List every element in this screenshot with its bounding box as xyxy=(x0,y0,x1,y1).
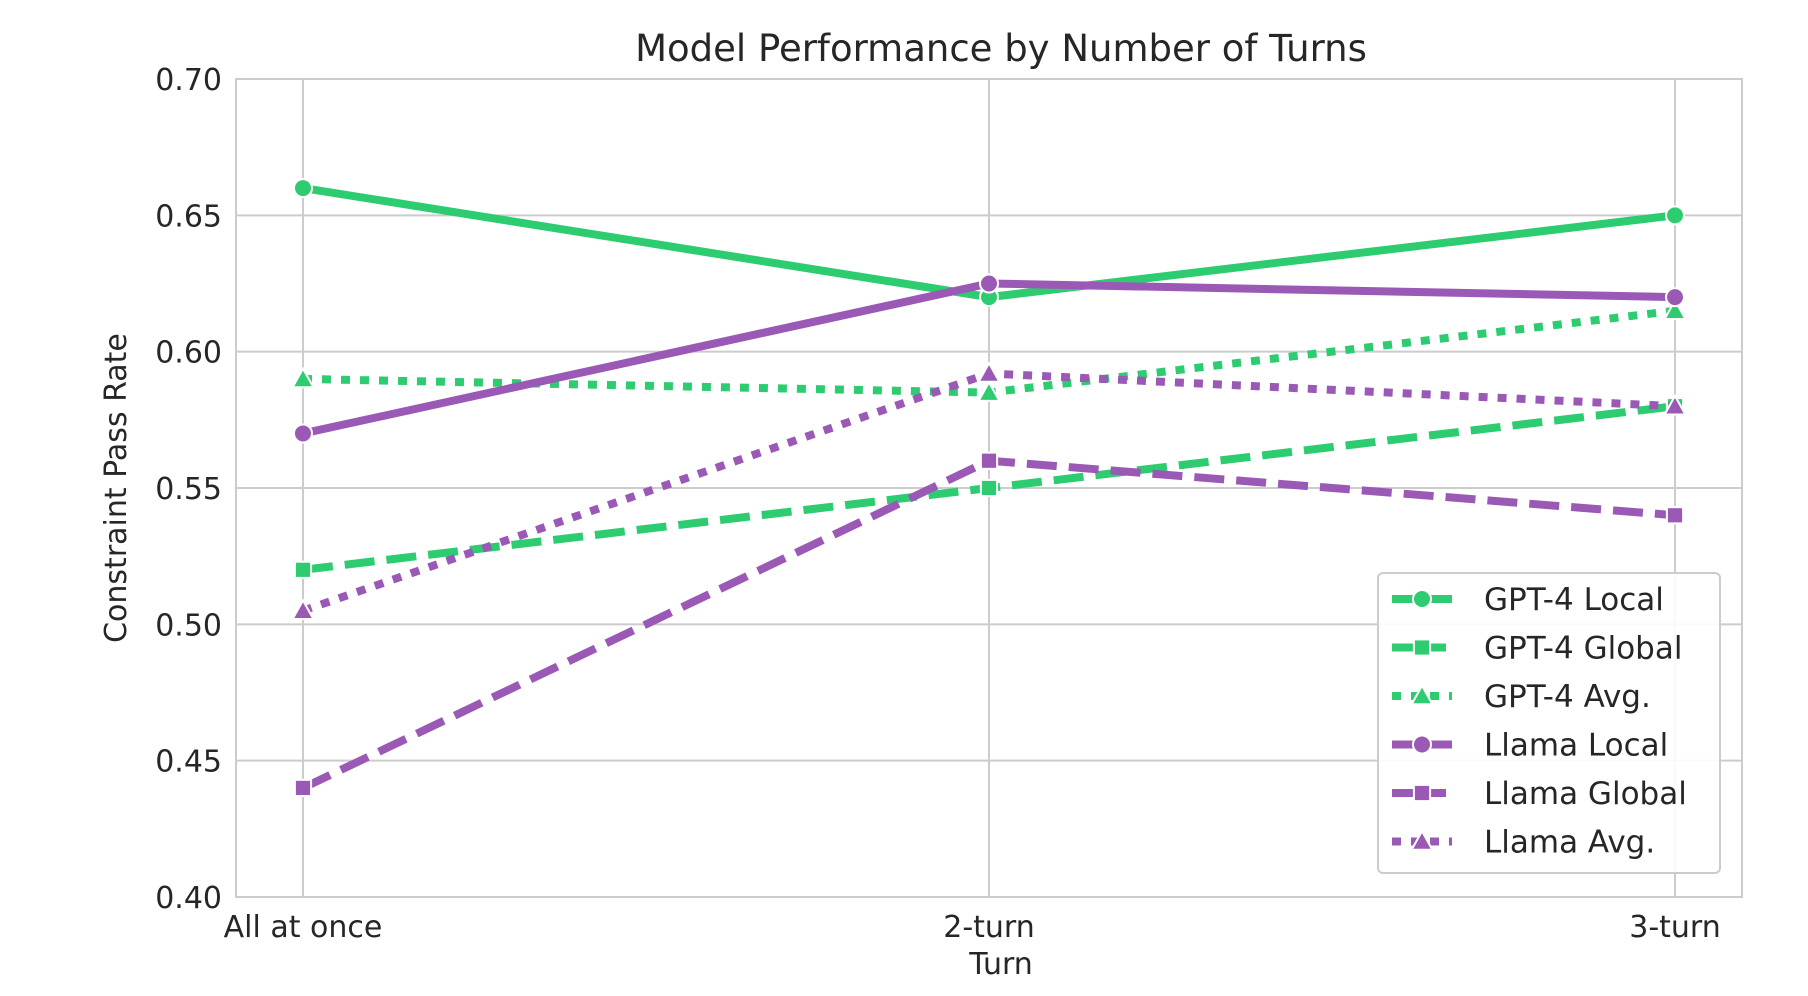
legend-item-gpt-4-global: GPT-4 Global xyxy=(1392,631,1682,667)
legend: GPT-4 Local GPT-4 Global GPT-4 Avg. Llama L… xyxy=(1377,572,1721,874)
legend-marker xyxy=(1412,734,1432,755)
data-point-gpt-4-avg xyxy=(290,366,316,389)
legend-marker xyxy=(1409,683,1435,706)
y-tick-label: 0.40 xyxy=(155,881,222,916)
chart-title: Model Performance by Number of Turns xyxy=(635,27,1367,70)
y-tick-label: 0.55 xyxy=(155,472,222,507)
data-point-llama-global xyxy=(293,778,313,798)
legend-marker xyxy=(1412,638,1432,657)
x-tick-label: 3-turn xyxy=(1629,910,1721,945)
x-tick-label: All at once xyxy=(224,910,383,945)
y-tick-label: 0.45 xyxy=(155,745,222,780)
data-point-gpt-4-avg xyxy=(1662,298,1688,321)
series-llama-avg xyxy=(290,361,1688,620)
data-point-llama-avg xyxy=(290,598,316,620)
y-axis-title: Constraint Pass Rate xyxy=(99,333,134,643)
legend-item-llama-local: Llama Local xyxy=(1392,728,1668,764)
legend-marker xyxy=(1412,589,1432,609)
data-point-llama-global xyxy=(1665,506,1685,525)
legend-marker xyxy=(1412,783,1432,803)
data-point-gpt-4-local xyxy=(1665,205,1685,226)
data-point-gpt-4-global xyxy=(979,478,999,498)
legend-item-llama-avg: Llama Avg. xyxy=(1392,825,1655,861)
legend-box xyxy=(1377,572,1721,874)
legend-item-gpt-4-avg: GPT-4 Avg. xyxy=(1392,679,1651,715)
y-tick-label: 0.50 xyxy=(155,608,222,643)
series-llama-global xyxy=(293,451,1685,798)
legend-label: GPT-4 Local xyxy=(1484,582,1664,618)
legend-label: Llama Local xyxy=(1484,728,1668,764)
data-point-llama-local xyxy=(979,273,999,294)
y-tick-label: 0.65 xyxy=(155,199,222,234)
series-llama-local xyxy=(293,273,1685,444)
data-point-gpt-4-local xyxy=(293,178,313,199)
y-tick-label: 0.60 xyxy=(155,336,222,371)
legend-label: Llama Avg. xyxy=(1484,825,1655,861)
x-axis-ticks: All at once 2-turn 3-turn xyxy=(224,910,1721,945)
legend-label: GPT-4 Global xyxy=(1484,631,1682,667)
data-point-gpt-4-global xyxy=(293,560,313,579)
data-point-llama-avg xyxy=(976,361,1002,383)
legend-marker xyxy=(1409,829,1435,851)
x-axis-title: Turn xyxy=(968,947,1033,982)
legend-label: Llama Global xyxy=(1484,776,1687,812)
data-point-llama-local xyxy=(293,423,313,444)
data-point-llama-local xyxy=(1665,287,1685,308)
series-layer xyxy=(290,178,1688,798)
data-point-gpt-4-avg xyxy=(976,380,1002,402)
x-tick-label: 2-turn xyxy=(943,910,1035,945)
data-point-llama-global xyxy=(979,451,999,470)
y-axis-ticks: 0.40 0.45 0.50 0.55 0.60 0.65 0.70 xyxy=(155,63,222,916)
y-tick-label: 0.70 xyxy=(155,63,222,98)
legend-item-gpt-4-local: GPT-4 Local xyxy=(1392,582,1664,618)
legend-label: GPT-4 Avg. xyxy=(1484,679,1651,715)
data-point-llama-avg xyxy=(1662,393,1688,416)
legend-item-llama-global: Llama Global xyxy=(1392,776,1687,812)
series-gpt-4-local xyxy=(293,178,1685,308)
